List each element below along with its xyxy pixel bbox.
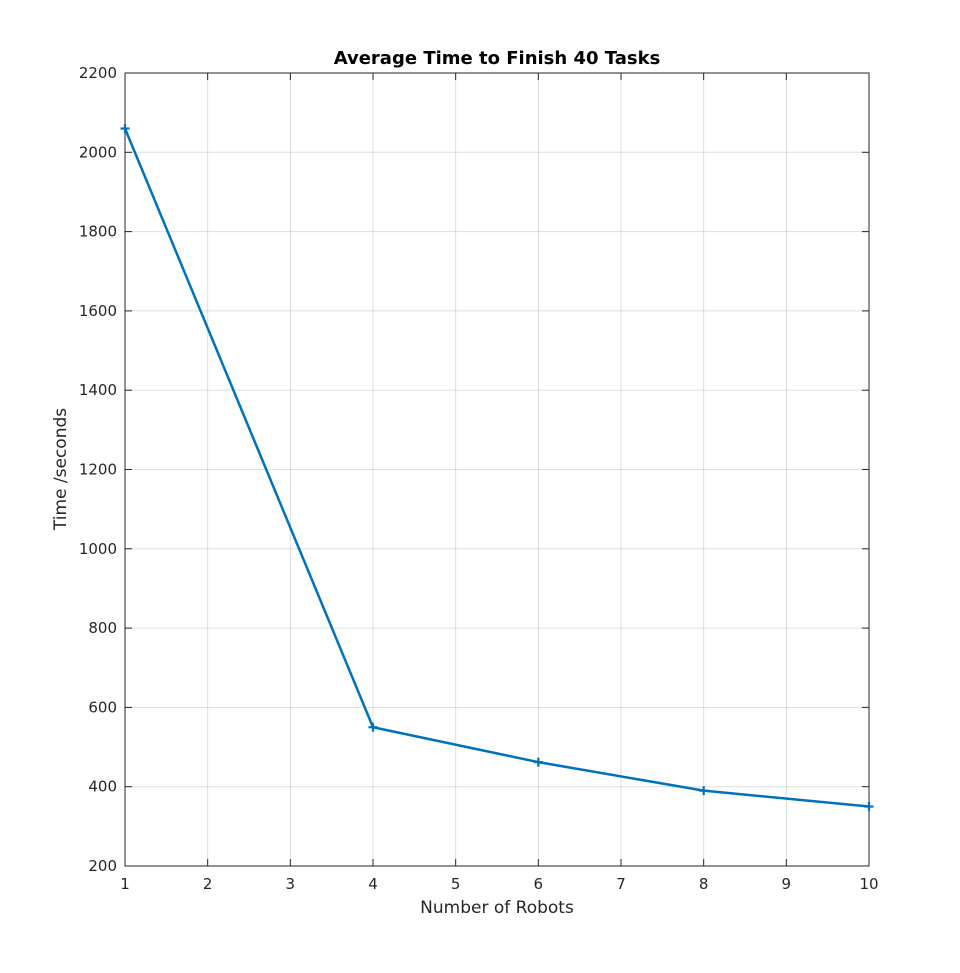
plot-area [125, 73, 869, 866]
y-tick-label: 2200 [79, 64, 117, 82]
x-tick-label: 10 [859, 875, 878, 893]
x-tick-label: 7 [616, 875, 626, 893]
x-axis-label: Number of Robots [420, 898, 574, 918]
data-point-marker [533, 757, 543, 767]
data-point-marker [864, 802, 874, 812]
x-tick-label: 8 [699, 875, 709, 893]
y-tick-label: 1000 [79, 540, 117, 558]
y-tick-label: 200 [88, 857, 117, 875]
y-tick-label: 800 [88, 619, 117, 637]
data-point-marker [120, 124, 130, 134]
y-tick-label: 600 [88, 698, 117, 716]
x-tick-label: 2 [203, 875, 213, 893]
ticks: 1 2 3 4 5 6 7 8 9 10 200 400 600 800 1000 1200 1400 1600 1… [79, 64, 879, 893]
y-tick-label: 1600 [79, 302, 117, 320]
chart-title: Average Time to Finish 40 Tasks [334, 48, 661, 69]
x-tick-label: 9 [782, 875, 792, 893]
x-tick-label: 6 [534, 875, 544, 893]
y-axis-label: Time /seconds [51, 408, 71, 531]
x-tick-label: 4 [368, 875, 378, 893]
y-tick-label: 1200 [79, 461, 117, 479]
x-tick-label: 5 [451, 875, 461, 893]
y-tick-label: 400 [88, 778, 117, 796]
y-tick-label: 1800 [79, 223, 117, 241]
data-point-marker [368, 722, 378, 732]
grid [124, 72, 870, 867]
x-tick-label: 1 [120, 875, 130, 893]
data-point-marker [699, 786, 709, 796]
y-tick-label: 1400 [79, 381, 117, 399]
series [120, 124, 874, 812]
y-tick-label: 2000 [79, 143, 117, 161]
x-tick-label: 3 [286, 875, 296, 893]
